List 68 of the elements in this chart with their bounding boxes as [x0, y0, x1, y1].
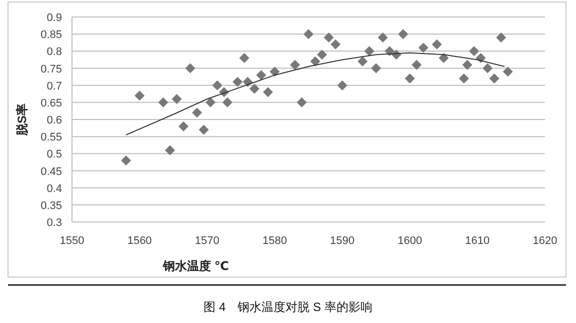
point	[364, 46, 374, 56]
point	[418, 42, 428, 53]
point	[324, 32, 334, 42]
caption: 图 4 钢水温度对脱 S 率的影响	[204, 300, 372, 314]
point	[337, 80, 348, 90]
point	[198, 124, 209, 135]
point	[270, 66, 280, 77]
point	[358, 56, 368, 66]
point	[489, 74, 500, 84]
point	[262, 87, 273, 98]
x-tick-label: 1580	[262, 235, 287, 247]
x-tick-label: 1590	[330, 235, 355, 247]
x-tick-label: 1560	[127, 235, 152, 247]
x-tick-label: 1610	[465, 235, 490, 247]
point	[232, 76, 243, 87]
y-axis-title: 脱S率	[15, 103, 29, 137]
y-tick-label: 0.75	[40, 63, 62, 76]
point	[482, 63, 493, 74]
point	[158, 97, 168, 108]
y-tick-label: 0.9	[46, 12, 62, 24]
point	[310, 56, 320, 66]
x-tick-label: 1620	[532, 235, 558, 247]
point	[384, 46, 395, 56]
point	[134, 90, 145, 101]
point	[212, 80, 222, 90]
point	[239, 53, 250, 63]
point	[398, 29, 408, 40]
point	[438, 53, 449, 63]
point	[469, 46, 480, 56]
y-tick-label: 0.3	[46, 217, 62, 229]
point	[256, 70, 266, 80]
point	[304, 29, 314, 40]
point	[172, 94, 182, 104]
point	[290, 60, 300, 70]
y-tick-label: 0.4	[46, 182, 62, 195]
y-tick-label: 0.85	[40, 29, 62, 42]
y-tick-label: 0.65	[40, 97, 62, 110]
y-tick-label: 0.8	[46, 46, 62, 58]
point	[206, 97, 216, 108]
x-tick-label: 1550	[60, 235, 84, 247]
y-tick-label: 0.5	[46, 148, 62, 161]
point	[192, 108, 202, 118]
point	[412, 60, 422, 70]
x-tick-label: 1570	[194, 235, 220, 247]
x-tick-label: 1600	[398, 235, 422, 247]
point	[378, 32, 388, 42]
y-tick-label: 0.7	[46, 80, 62, 92]
y-tick-label: 0.6	[46, 114, 62, 126]
point	[164, 145, 175, 156]
y-tick-label: 0.45	[40, 166, 62, 178]
point	[296, 97, 307, 108]
point	[222, 97, 232, 108]
y-tick-label: 0.55	[40, 132, 62, 144]
point	[462, 60, 472, 70]
point	[249, 84, 260, 94]
point	[185, 63, 196, 74]
point	[502, 66, 513, 77]
point	[404, 74, 415, 84]
point	[458, 74, 469, 84]
point	[432, 39, 442, 50]
point	[317, 50, 328, 60]
point	[496, 32, 506, 42]
point	[330, 39, 341, 50]
y-tick-label: 0.35	[40, 200, 62, 212]
point	[121, 156, 132, 166]
point	[178, 121, 188, 132]
x-axis-title: 钢水温度 ℃	[162, 259, 229, 273]
point	[371, 63, 382, 74]
